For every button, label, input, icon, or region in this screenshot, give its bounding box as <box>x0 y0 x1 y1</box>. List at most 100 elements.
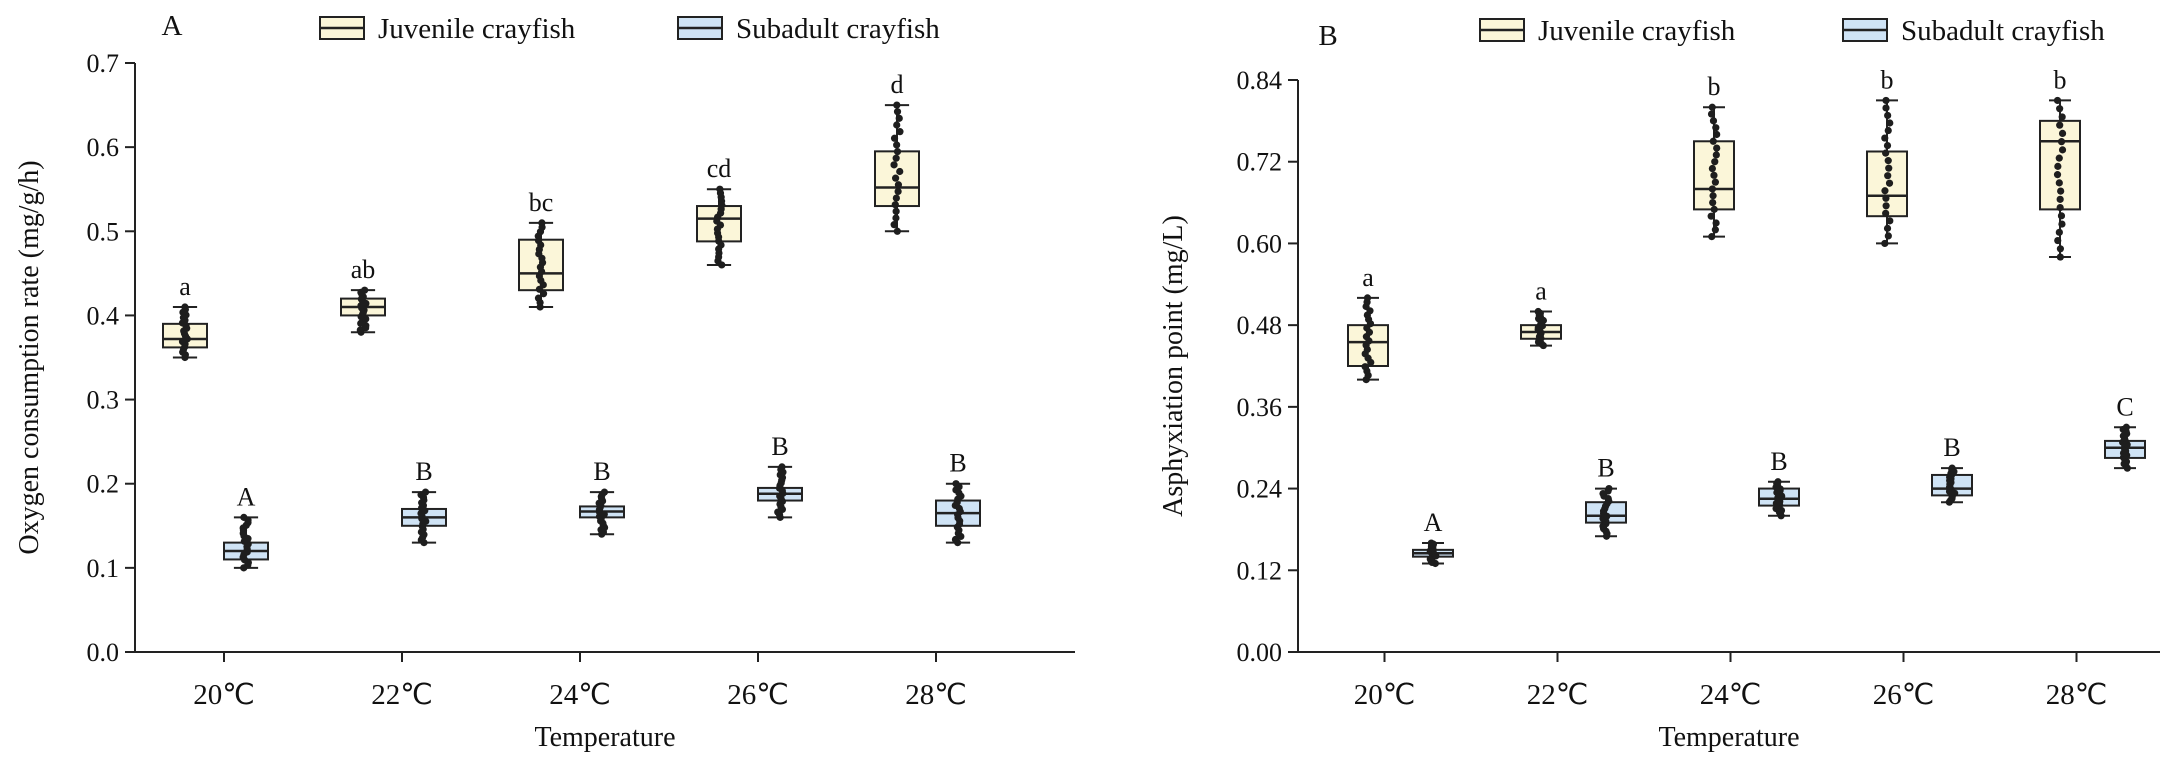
data-point <box>891 201 899 209</box>
x-tick-label: 20℃ <box>193 679 255 711</box>
box-juvenile-3: b <box>1866 65 1908 248</box>
data-point <box>2053 171 2062 179</box>
significance-label: B <box>771 432 788 461</box>
data-point <box>892 154 900 162</box>
x-tick-label: 22℃ <box>371 679 433 711</box>
box-subadult-4: B <box>935 449 981 547</box>
data-point <box>1884 157 1892 165</box>
y-tick-label: 0.12 <box>1237 556 1283 585</box>
data-point <box>534 294 543 302</box>
y-tick-label: 0.36 <box>1237 393 1283 422</box>
data-point <box>1710 205 1718 213</box>
data-point <box>893 141 901 149</box>
significance-label: a <box>1362 263 1374 292</box>
data-point <box>1708 185 1716 193</box>
box-juvenile-2: b <box>1693 72 1735 241</box>
data-point <box>1361 363 1369 371</box>
significance-label: cd <box>707 154 732 183</box>
data-point <box>1883 141 1892 150</box>
data-point <box>2056 253 2064 261</box>
box-subadult-1: B <box>1585 454 1627 540</box>
data-point <box>890 161 898 169</box>
x-tick-label: 26℃ <box>727 679 789 711</box>
panel-letter: A <box>162 10 183 42</box>
legend-juvenile-label: Juvenile crayfish <box>1538 15 1736 47</box>
box-juvenile-1: ab <box>340 255 386 336</box>
data-point <box>893 227 901 235</box>
data-point <box>1713 130 1721 139</box>
data-point <box>951 535 960 544</box>
data-point <box>1712 151 1720 159</box>
data-point <box>2055 154 2063 162</box>
data-point <box>2056 105 2064 113</box>
y-tick-label: 0.3 <box>87 386 120 415</box>
box-subadult-3: B <box>757 432 803 521</box>
data-point <box>2055 179 2063 187</box>
data-point <box>2058 146 2067 154</box>
y-tick-label: 0.84 <box>1237 66 1283 95</box>
data-point <box>1427 539 1435 547</box>
box-subadult-4: C <box>2104 392 2146 472</box>
data-point <box>1708 164 1716 173</box>
significance-label: a <box>179 272 191 301</box>
data-point <box>1711 158 1719 166</box>
y-tick-label: 0.5 <box>87 217 120 246</box>
box-juvenile-4: b <box>2039 65 2081 261</box>
legend-subadult: Subadult crayfish <box>677 13 940 45</box>
data-point <box>893 147 902 156</box>
data-point <box>896 128 904 136</box>
data-point <box>600 488 609 496</box>
significance-label: d <box>891 70 904 99</box>
box-juvenile-0: a <box>162 272 208 362</box>
data-point <box>2056 203 2064 212</box>
y-tick-label: 0.6 <box>87 133 120 162</box>
significance-label: B <box>949 449 966 478</box>
data-point <box>1707 110 1716 118</box>
data-point <box>1711 178 1719 186</box>
data-point <box>538 219 546 227</box>
data-point <box>1774 478 1782 486</box>
x-tick-label: 20℃ <box>1354 679 1416 711</box>
data-point <box>2054 162 2062 170</box>
data-point <box>1534 307 1542 316</box>
y-tick-label: 0.48 <box>1237 311 1283 340</box>
data-point <box>1884 126 1892 135</box>
data-point <box>1948 464 1956 472</box>
significance-label: ab <box>351 255 376 284</box>
panel-letter: B <box>1318 20 1337 52</box>
x-tick-label: 24℃ <box>1700 679 1762 711</box>
data-point <box>1709 137 1717 145</box>
significance-label: b <box>1708 72 1721 101</box>
x-tick-label: 26℃ <box>1873 679 1935 711</box>
data-point <box>894 181 903 189</box>
data-point <box>1881 134 1889 142</box>
x-axis-title: Temperature <box>534 722 675 753</box>
legend-juvenile-label: Juvenile crayfish <box>378 13 576 45</box>
legend-subadult: Subadult crayfish <box>1842 15 2105 47</box>
data-point <box>1708 103 1716 111</box>
data-point <box>952 480 960 488</box>
box-juvenile-1: a <box>1520 277 1562 350</box>
y-tick-label: 0.2 <box>87 470 120 499</box>
significance-label: A <box>1424 508 1443 537</box>
data-point <box>2056 245 2065 253</box>
data-point <box>1882 209 1890 217</box>
significance-label: C <box>2116 392 2133 421</box>
box-juvenile-3: cd <box>696 154 742 269</box>
data-point <box>892 214 900 222</box>
x-tick-label: 28℃ <box>905 679 967 711</box>
box-subadult-0: A <box>223 482 269 572</box>
data-point <box>892 207 900 215</box>
box-subadult-1: B <box>401 457 447 547</box>
data-point <box>1883 224 1892 232</box>
legend-juvenile: Juvenile crayfish <box>319 13 576 45</box>
data-point <box>778 463 786 471</box>
data-point <box>1885 164 1893 172</box>
data-point <box>893 108 902 116</box>
x-tick-label: 22℃ <box>1527 679 1589 711</box>
data-point <box>1884 111 1892 120</box>
data-point <box>2058 220 2066 228</box>
legend-juvenile: Juvenile crayfish <box>1479 15 1736 47</box>
data-point <box>1711 226 1719 234</box>
